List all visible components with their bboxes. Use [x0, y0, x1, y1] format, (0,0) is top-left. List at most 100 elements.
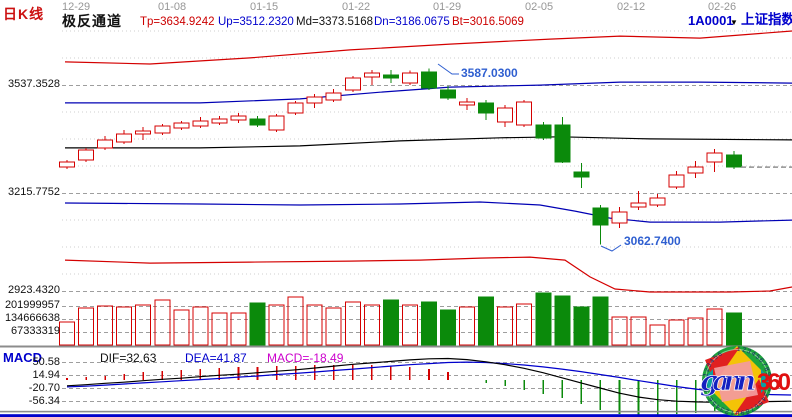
- x-axis-date-label: 02-05: [525, 1, 554, 13]
- macd-axis-label: -56.34: [28, 395, 60, 407]
- volume-bar: [287, 296, 304, 346]
- channel-line-md: [65, 136, 792, 149]
- macd-axis-label: 50.58: [32, 356, 60, 368]
- symbol-name[interactable]: 上证指数: [741, 12, 792, 27]
- candlestick: [554, 124, 571, 163]
- volume-bar: [382, 299, 399, 346]
- volume-bar: [78, 307, 95, 346]
- volume-bar: [478, 296, 495, 346]
- symbol-dropdown-icon[interactable]: ▼: [730, 18, 738, 27]
- indicator-param-md: Md=3373.5168: [296, 16, 374, 28]
- candlestick: [344, 77, 361, 91]
- volume-bar: [116, 306, 133, 346]
- volume-bar: [459, 306, 476, 346]
- volume-bar: [325, 307, 342, 346]
- candlestick: [611, 211, 628, 224]
- candlestick: [649, 197, 666, 206]
- candlestick: [706, 152, 723, 163]
- volume-bar: [230, 312, 247, 346]
- channel-line-up: [65, 81, 792, 104]
- bottom-separator: [0, 410, 792, 413]
- candlestick: [325, 92, 342, 101]
- volume-axis-label: 67333319: [11, 325, 60, 337]
- indicator-param-dn: Dn=3186.0675: [374, 16, 450, 28]
- channel-line-dn: [64, 201, 792, 223]
- candlestick: [592, 207, 609, 226]
- candlestick: [573, 171, 590, 178]
- candlestick: [516, 101, 533, 126]
- macd-macd-value: MACD=-18.49: [267, 351, 344, 365]
- volume-bar: [687, 317, 704, 346]
- volume-bar: [516, 303, 533, 346]
- volume-bar: [440, 309, 456, 346]
- volume-bar: [249, 302, 266, 346]
- candlestick: [268, 115, 285, 131]
- volume-bar: [154, 299, 171, 346]
- volume-bar: [535, 292, 552, 346]
- indicator-param-tp: Tp=3634.9242: [140, 16, 215, 28]
- macd-axis-label: 14.94: [32, 369, 60, 381]
- symbol-code[interactable]: 1A0001: [688, 13, 734, 28]
- indicator-param-bt: Bt=3016.5069: [452, 16, 524, 28]
- volume-bar: [344, 301, 361, 346]
- candlestick: [135, 130, 152, 135]
- dea-line: [66, 361, 792, 396]
- logo-num-360: 360: [757, 369, 791, 396]
- volume-bar: [630, 316, 647, 346]
- candlestick: [363, 72, 380, 78]
- channel-line-bt: [64, 256, 792, 293]
- period-label[interactable]: 日K线: [3, 6, 45, 22]
- candlestick: [459, 101, 476, 106]
- volume-axis-label: 201999957: [4, 299, 60, 311]
- candlestick: [78, 149, 95, 161]
- candlestick: [287, 102, 304, 114]
- volume-bar: [725, 312, 742, 346]
- volume-bar: [173, 309, 190, 346]
- volume-bar: [592, 296, 609, 346]
- price-axis-label: 3215.7752: [8, 186, 60, 198]
- x-axis-date-label: 12-29: [62, 1, 91, 13]
- high-annotation-pointer: [437, 63, 459, 75]
- candlestick: [420, 71, 437, 89]
- volume-axis-label: 134666638: [4, 312, 60, 324]
- volume-bar: [611, 316, 628, 346]
- bottom-border: [0, 414, 792, 417]
- candlestick: [59, 161, 75, 168]
- macd-axis-label: -20.70: [28, 382, 60, 394]
- candlestick: [382, 74, 399, 79]
- price-axis-label: 3537.3528: [8, 78, 60, 90]
- macd-dea-value: DEA=41.87: [185, 351, 247, 365]
- x-axis-date-label: 01-29: [433, 1, 462, 13]
- volume-bar: [306, 304, 323, 346]
- volume-bar: [573, 306, 590, 346]
- candlestick: [478, 102, 495, 114]
- logo-word-gann: gann: [700, 366, 756, 397]
- volume-bar: [420, 301, 437, 346]
- candlestick: [401, 72, 418, 84]
- candlestick: [668, 174, 685, 188]
- x-axis-date-label: 02-26: [708, 1, 737, 13]
- volume-bar: [97, 305, 114, 346]
- volume-bar: [135, 304, 152, 346]
- macd-panel-label[interactable]: MACD: [3, 350, 42, 365]
- x-axis-date-label: 01-15: [250, 1, 279, 13]
- candlestick: [249, 118, 266, 126]
- candlestick: [230, 115, 247, 121]
- volume-bar: [649, 324, 666, 346]
- indicator-name[interactable]: 极反通道: [62, 13, 122, 29]
- dif-line: [66, 357, 792, 403]
- volume-bar: [363, 304, 380, 346]
- volume-bar: [192, 306, 209, 346]
- price-axis-label: 2923.4320: [8, 284, 60, 296]
- candlestick: [440, 89, 456, 99]
- volume-bar: [211, 312, 228, 346]
- x-axis-date-label: 01-08: [158, 1, 187, 13]
- volume-bar: [401, 304, 418, 346]
- candlestick: [154, 125, 171, 134]
- candlestick: [725, 154, 742, 168]
- x-axis-date-label: 01-22: [342, 1, 371, 13]
- candlestick: [306, 96, 323, 104]
- gann360-logo: 123456789012345678901234567890123456gann…: [700, 346, 791, 416]
- volume-bar: [59, 321, 75, 346]
